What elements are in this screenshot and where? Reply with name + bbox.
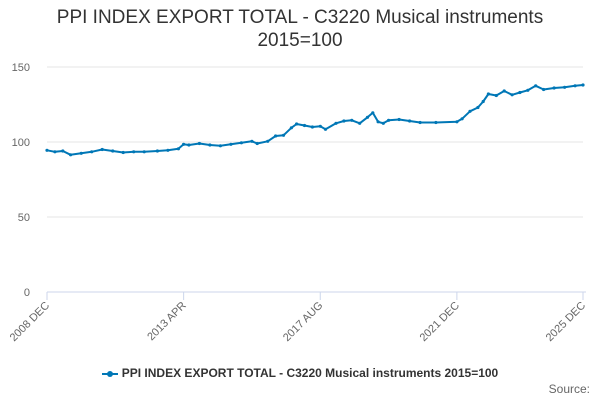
series-point-0-45 [455, 120, 459, 124]
series-point-0-25 [281, 133, 286, 137]
series-point-0-3 [69, 153, 73, 157]
series-point-0-20 [239, 141, 243, 145]
series-point-0-0 [45, 148, 49, 152]
legend-item[interactable]: PPI INDEX EXPORT TOTAL - C3220 Musical i… [0, 366, 600, 380]
series-point-0-1 [53, 150, 57, 154]
series-point-0-47 [468, 109, 472, 113]
series-point-0-39 [381, 121, 385, 125]
y-tick-label-0: 0 [24, 287, 30, 299]
series-point-0-37 [371, 111, 375, 115]
series-point-0-33 [342, 119, 346, 123]
series-point-0-15 [187, 143, 191, 147]
series-point-0-60 [573, 84, 577, 88]
series-point-0-40 [387, 118, 391, 122]
series-point-0-22 [255, 141, 259, 146]
series-point-0-44 [434, 120, 438, 125]
line-chart: 0 50 100 150 2008 DEC 2013 APR 2017 AUG 2021 DE… [8, 62, 588, 344]
y-tick-label-100: 100 [12, 137, 30, 149]
series-point-0-48 [476, 105, 480, 110]
series-point-0-11 [155, 149, 159, 153]
x-tick-label-2: 2017 AUG [281, 300, 325, 344]
series-point-0-58 [552, 86, 556, 90]
series-point-0-61 [581, 83, 585, 87]
series-point-0-9 [132, 150, 136, 154]
series-point-0-42 [408, 119, 412, 123]
series-point-0-10 [142, 150, 146, 154]
series-point-0-43 [418, 120, 422, 125]
series-point-0-28 [302, 123, 307, 128]
y-tick-label-150: 150 [12, 62, 30, 74]
series-point-0-32 [334, 121, 338, 125]
series-point-0-57 [542, 87, 546, 92]
series-point-0-14 [182, 142, 186, 146]
legend-label: PPI INDEX EXPORT TOTAL - C3220 Musical i… [121, 366, 499, 380]
series-point-0-27 [295, 122, 299, 126]
series-point-0-41 [397, 117, 401, 122]
series-point-0-5 [90, 150, 94, 154]
series-point-0-51 [494, 93, 498, 98]
series-point-0-56 [534, 84, 538, 88]
series-point-0-23 [266, 139, 270, 143]
series-point-0-34 [350, 118, 354, 122]
chart-title: PPI INDEX EXPORT TOTAL - C3220 Musical i… [0, 6, 600, 52]
series-point-0-29 [310, 125, 314, 129]
series-line-0 [46, 84, 584, 156]
series-point-0-54 [518, 90, 522, 95]
legend-line-marker-icon [101, 369, 118, 379]
series-point-0-13 [176, 147, 180, 151]
series-point-0-7 [111, 149, 115, 153]
series-point-0-30 [318, 124, 322, 128]
x-tick-label-4: 2025 DEC [544, 300, 588, 344]
series-point-0-12 [166, 148, 170, 152]
series-point-0-2 [61, 149, 65, 153]
x-tick-label-3: 2021 DEC [418, 300, 462, 344]
series-point-0-35 [358, 121, 362, 125]
series-point-0-6 [100, 147, 104, 152]
series-point-0-4 [79, 151, 83, 155]
series-point-0-52 [502, 89, 506, 93]
y-tick-label-50: 50 [18, 212, 30, 224]
x-tick-label-1: 2013 APR [145, 300, 189, 344]
series-point-0-17 [208, 143, 212, 147]
series-point-0-38 [376, 120, 380, 124]
series-point-0-26 [289, 126, 293, 130]
chart-title-line-1: PPI INDEX EXPORT TOTAL - C3220 Musical i… [56, 7, 544, 28]
chart-title-line-2: 2015=100 [257, 30, 343, 51]
series-point-0-36 [365, 115, 370, 119]
series-point-0-55 [526, 88, 530, 92]
series-point-0-18 [218, 144, 222, 148]
series-point-0-50 [486, 92, 490, 96]
x-tick-label-0: 2008 DEC [8, 300, 52, 344]
series-point-0-8 [121, 150, 125, 155]
series-point-0-53 [510, 93, 514, 97]
series-point-0-19 [229, 142, 233, 146]
series-point-0-16 [197, 141, 201, 146]
series-point-0-31 [323, 127, 328, 131]
series-point-0-49 [481, 99, 485, 104]
series-point-0-59 [563, 85, 567, 89]
source-label: Source: [548, 382, 590, 396]
series-point-0-46 [460, 117, 464, 121]
series-point-0-21 [250, 139, 254, 143]
series-point-0-24 [274, 134, 278, 138]
